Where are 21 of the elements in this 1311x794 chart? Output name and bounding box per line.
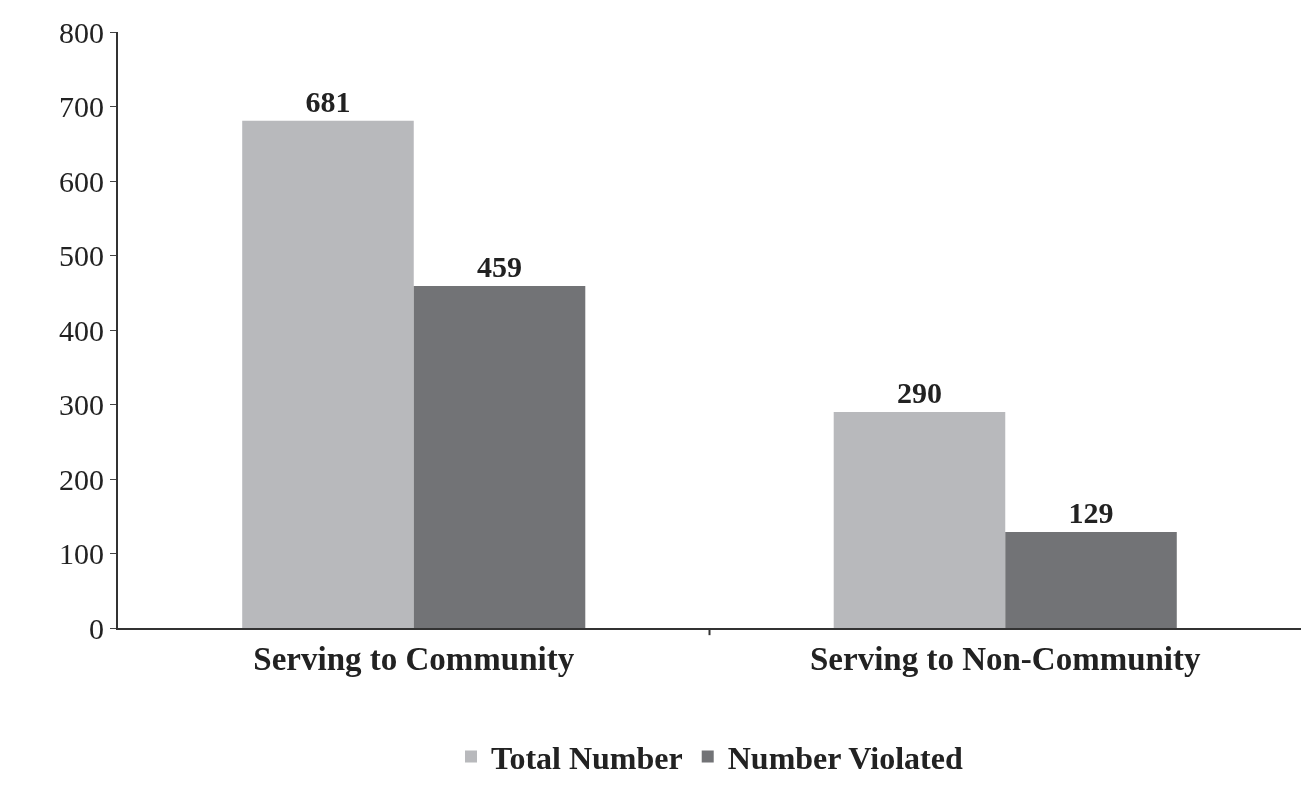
- data-label: 290: [896, 375, 942, 409]
- bar: [1005, 531, 1177, 628]
- x-tick-label: Serving to Non-Community: [809, 640, 1201, 677]
- y-tick-label: 300: [59, 388, 104, 421]
- bar: [242, 120, 414, 628]
- y-tick-label: 600: [59, 164, 104, 198]
- bar: [833, 411, 1006, 628]
- y-tick-label: 200: [59, 462, 104, 496]
- y-tick-label: 700: [59, 90, 104, 123]
- y-tick-label: 400: [59, 313, 104, 347]
- y-tick-label: 0: [89, 611, 104, 645]
- data-label: 459: [477, 250, 523, 284]
- y-tick-label: 500: [59, 239, 104, 272]
- legend-label: Number Violated: [727, 740, 963, 777]
- data-label: 129: [1068, 495, 1114, 529]
- y-tick-label: 100: [59, 537, 104, 570]
- legend-label: Total Number: [491, 740, 683, 777]
- x-tick-label: Serving to Community: [253, 640, 575, 677]
- data-label: 681: [305, 84, 351, 118]
- bar: [413, 286, 586, 628]
- y-tick-label: 800: [59, 15, 104, 49]
